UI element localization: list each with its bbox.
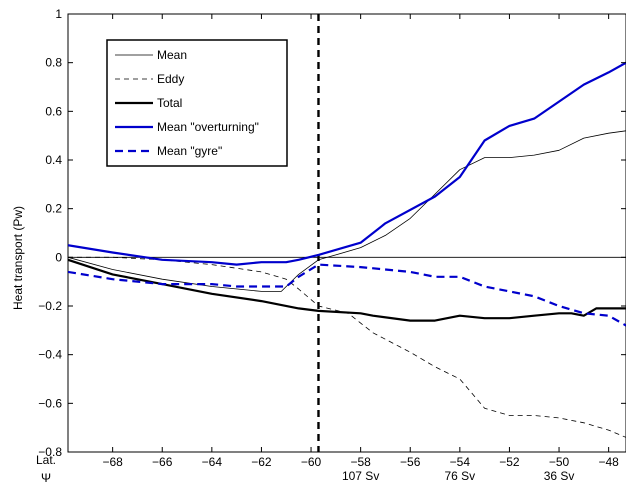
- y-axis-title: Heat transport (Pw): [11, 206, 25, 310]
- x-tick-label: −54: [450, 455, 471, 469]
- x-tick-label: −50: [549, 455, 570, 469]
- legend-label: Mean "overturning": [157, 120, 259, 134]
- series-line-2: [68, 258, 626, 322]
- y-tick-label: −0.6: [38, 396, 62, 410]
- plot-frame: [67, 13, 626, 453]
- ticks-layer: −68 −66 −64 −62 −60 −58 −56 −54 −52 −50 −48 −0.8 −0.…: [36, 7, 626, 485]
- x-tick-label: −68: [102, 455, 123, 469]
- psi-transport-label: 76 Sv: [444, 469, 475, 483]
- psi-row-label: Ψ: [41, 471, 51, 485]
- legend-label: Mean "gyre": [157, 144, 222, 158]
- legend-label: Total: [157, 96, 182, 110]
- x-tick-label: −62: [251, 455, 272, 469]
- y-tick-label: 0.4: [45, 153, 62, 167]
- x-tick-label: −58: [350, 455, 371, 469]
- x-tick-label: −64: [202, 455, 223, 469]
- legend-label: Eddy: [157, 72, 184, 86]
- y-tick-label: 0.8: [45, 56, 62, 70]
- legend-label: Mean: [157, 48, 187, 62]
- series-layer: [68, 61, 626, 438]
- psi-transport-label: 107 Sv: [342, 469, 379, 483]
- y-tick-label: 1: [55, 7, 62, 21]
- x-tick-label: −52: [499, 455, 520, 469]
- legend: Mean Eddy Total Mean "overturning" Mean "gyr…: [106, 39, 288, 167]
- x-tick-label: −60: [301, 455, 322, 469]
- x-tick-label: −66: [152, 455, 173, 469]
- y-tick-label: 0.6: [45, 104, 62, 118]
- y-tick-label: −0.4: [38, 348, 62, 362]
- y-tick-label: 0: [55, 250, 62, 264]
- lat-row-label: Lat.: [36, 453, 56, 467]
- series-line-1: [68, 256, 626, 438]
- series-line-4: [68, 263, 626, 327]
- x-tick-label: −56: [400, 455, 421, 469]
- reference-lines: [68, 14, 626, 452]
- psi-transport-label: 36 Sv: [544, 469, 575, 483]
- y-tick-label: −0.8: [38, 445, 62, 459]
- y-tick-label: 0.2: [45, 202, 62, 216]
- axes-frame: [67, 13, 626, 453]
- x-tick-label: −48: [598, 455, 619, 469]
- y-tick-label: −0.2: [38, 299, 62, 313]
- series-line-0: [68, 130, 626, 292]
- series-line-3: [68, 61, 626, 266]
